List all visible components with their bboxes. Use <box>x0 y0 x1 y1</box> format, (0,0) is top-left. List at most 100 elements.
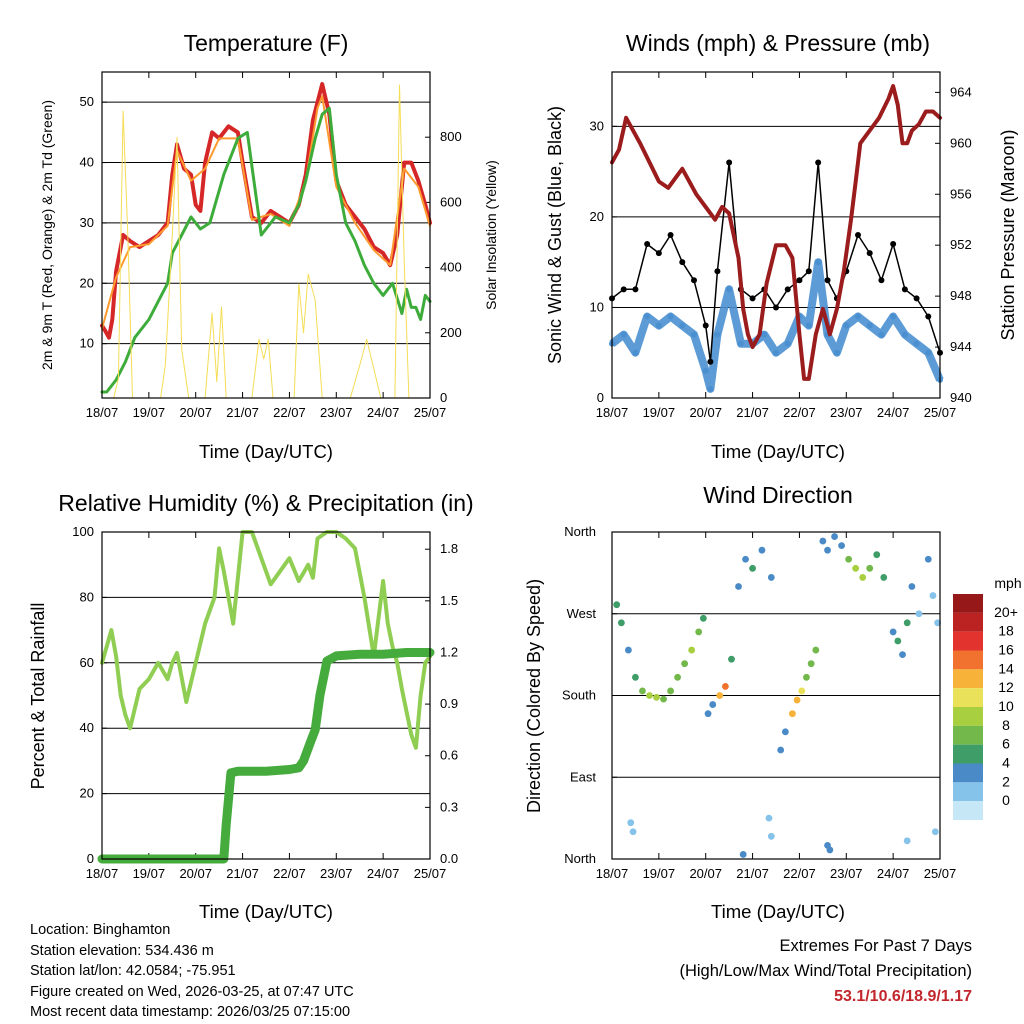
direction-point <box>688 646 696 654</box>
data-point <box>714 331 721 338</box>
colorbar-label: 20+ <box>994 604 1018 620</box>
series-2m-t <box>100 82 432 340</box>
data-point <box>749 295 756 302</box>
plot-frame <box>611 71 941 399</box>
direction-point <box>639 687 646 695</box>
data-point <box>855 232 861 238</box>
x-tick-label: 21/07 <box>736 405 769 420</box>
colorbar-segment <box>953 801 983 820</box>
colorbar-segment <box>953 707 983 726</box>
data-point <box>761 331 768 338</box>
y-tick-label: 10 <box>590 299 604 314</box>
data-point <box>667 232 674 238</box>
direction-point <box>704 710 712 718</box>
winds-ylabel: Sonic Wind & Gust (Blue, Black) <box>545 106 565 364</box>
wind-direction-panel: Wind Direction NorthEastSouthWestNorth18… <box>524 482 1022 922</box>
colorbar-label: 18 <box>998 623 1014 639</box>
direction-point <box>629 828 637 836</box>
x-tick-label: 22/07 <box>783 866 816 881</box>
y-tick-label: 40 <box>80 720 94 735</box>
direction-point <box>807 660 815 668</box>
direction-point <box>826 846 834 854</box>
x-tick-label: 24/07 <box>367 405 400 420</box>
y-tick-label: 0 <box>597 390 604 405</box>
humidity-xlabel: Time (Day/UTC) <box>199 901 333 922</box>
direction-point <box>803 673 810 681</box>
y-tick-label: North <box>564 524 596 539</box>
direction-point <box>667 687 674 695</box>
x-tick-label: 22/07 <box>273 866 306 881</box>
x-tick-label: 24/07 <box>877 405 910 420</box>
direction-point <box>739 851 747 858</box>
direction-point <box>646 692 653 699</box>
y-tick-label-right: 956 <box>950 186 972 201</box>
y-tick-label: 0 <box>87 851 94 866</box>
x-tick-label: 23/07 <box>320 866 353 881</box>
y-tick-label-right: 0.0 <box>440 851 458 866</box>
direction-point <box>819 537 827 545</box>
y-tick-label-right: 400 <box>440 260 462 275</box>
direction-point <box>899 651 906 659</box>
x-tick-label: 25/07 <box>414 405 447 420</box>
direction-point <box>924 555 932 563</box>
y-tick-label: North <box>564 851 596 866</box>
x-tick-label: 22/07 <box>273 405 306 420</box>
direction-point <box>852 564 860 572</box>
y-tick-label-right: 1.5 <box>440 593 458 608</box>
data-point <box>632 286 639 293</box>
extremes-subtitle: (High/Low/Max Wind/Total Precipitation) <box>679 962 972 980</box>
direction-point <box>915 610 923 618</box>
direction-point <box>889 628 897 636</box>
x-tick-label: 21/07 <box>226 405 259 420</box>
direction-point <box>777 746 785 754</box>
colorbar-segment <box>953 631 983 651</box>
wind-direction-xlabel: Time (Day/UTC) <box>711 901 845 922</box>
data-point <box>843 322 850 329</box>
data-point <box>784 286 791 293</box>
colorbar-label: 2 <box>1002 773 1010 789</box>
x-tick-label: 21/07 <box>736 866 769 881</box>
data-point <box>913 295 920 302</box>
direction-point <box>903 837 911 845</box>
y-tick-label-right: 1.2 <box>440 644 458 659</box>
y-tick-label: 30 <box>80 215 94 230</box>
data-point <box>890 313 897 320</box>
latlon-text: Station lat/lon: 42.0584; -75.951 <box>30 963 236 979</box>
x-tick-label: 24/07 <box>877 866 910 881</box>
data-point <box>691 331 697 338</box>
colorbar-label: 12 <box>998 679 1014 695</box>
x-tick-label: 18/07 <box>596 866 629 881</box>
direction-point <box>866 564 874 572</box>
direction-point <box>699 614 707 622</box>
y-tick-label: East <box>570 769 596 784</box>
x-tick-label: 25/07 <box>924 405 957 420</box>
winds-xlabel: Time (Day/UTC) <box>711 441 845 462</box>
plot-frame <box>101 71 431 399</box>
y-tick-label-right: 940 <box>950 390 972 405</box>
series-gust <box>611 161 941 363</box>
y-tick-label: 60 <box>80 655 94 670</box>
data-point <box>644 313 651 320</box>
x-tick-label: 19/07 <box>133 866 166 881</box>
colorbar-segment <box>953 782 983 802</box>
y-tick-label-right: 952 <box>950 237 972 252</box>
data-point <box>901 331 908 338</box>
series-relative-humidity <box>100 530 432 750</box>
temperature-ylabel: 2m & 9m T (Red, Orange) & 2m Td (Green) <box>39 100 55 370</box>
direction-point <box>859 574 867 581</box>
direction-point <box>781 728 789 736</box>
y-tick-label-right: 600 <box>440 194 462 209</box>
colorbar-segment <box>953 763 983 783</box>
temperature-ylabel-right: Solar Insolation (Yellow) <box>483 160 499 310</box>
direction-point <box>812 646 820 654</box>
x-tick-label: 23/07 <box>320 405 353 420</box>
data-point <box>866 250 873 257</box>
data-point <box>815 159 822 166</box>
x-tick-label: 19/07 <box>643 866 676 881</box>
data-point <box>890 241 897 248</box>
direction-point <box>929 592 937 599</box>
colorbar-title: mph <box>994 575 1021 591</box>
x-tick-label: 18/07 <box>86 866 119 881</box>
direction-point <box>742 555 749 563</box>
data-point <box>679 259 686 266</box>
